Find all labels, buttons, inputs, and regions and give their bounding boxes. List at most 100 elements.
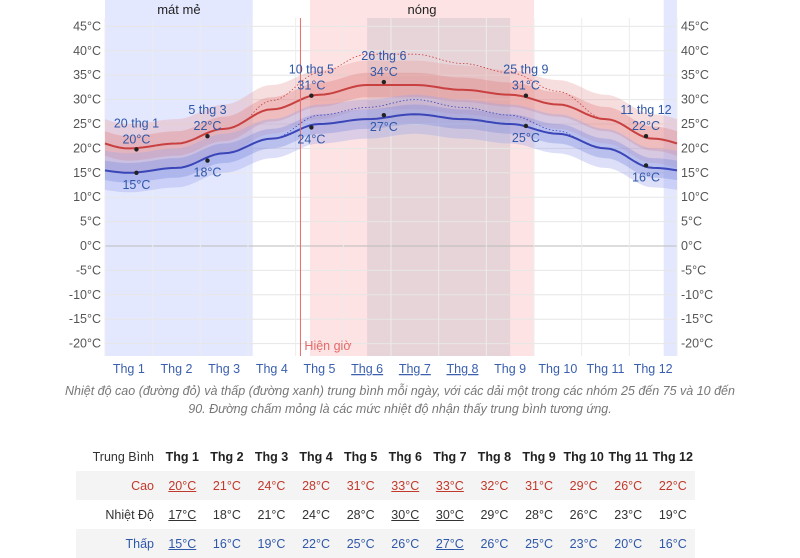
table-cell: 19°C [658, 507, 687, 522]
annotation-value: 22°C [194, 119, 222, 133]
x-tick-label: Thg 4 [256, 362, 288, 376]
y-tick-label-left: 30°C [73, 93, 101, 107]
y-tick-label-right: -20°C [681, 337, 713, 351]
y-tick-label-right: 25°C [681, 117, 709, 131]
y-tick-label-left: 40°C [73, 44, 101, 58]
x-tick-label: Thg 7 [399, 362, 431, 376]
table-month-header: Thg 5 [344, 449, 378, 464]
table-row: Nhiệt Độ 17°C 18°C 21°C 24°C 28°C 30°C 30°C 29°C… [76, 500, 696, 529]
now-marker-label: Hiện giờ [304, 339, 351, 353]
table-month-header: Thg 1 [165, 449, 199, 464]
annotation-dot [381, 113, 387, 118]
annotation-date: 11 thg 12 [620, 103, 671, 117]
table-cell: 22°C [302, 536, 331, 551]
annotation-value: 27°C [370, 120, 398, 134]
table-cell: 28°C [346, 507, 375, 522]
annotation-dot [205, 134, 210, 139]
season-label: mát mẻ [157, 2, 200, 17]
table-row-label: Cao [131, 478, 154, 493]
y-tick-label-left: -10°C [69, 288, 101, 302]
season-label: nóng [408, 2, 437, 17]
table-cell: 17°C [168, 507, 197, 522]
y-tick-label-left: 0°C [80, 239, 101, 253]
table-cell: 27°C [435, 536, 464, 551]
axis-labels: 45°C 45°C 40°C 40°C 35°C 35°C 30°C 30°C 25°C 25°C… [69, 19, 713, 376]
temperature-chart: mát mẻ nóng Hiện giờ 20 thg 1 20°C 15°C 5 th… [69, 0, 713, 376]
table-cell: 16°C [212, 536, 241, 551]
table-cell: 28°C [525, 507, 554, 522]
annotation-dot [523, 123, 529, 129]
table-month-header: Thg 8 [477, 449, 512, 464]
table-cell: 29°C [480, 507, 509, 522]
y-tick-label-right: 15°C [681, 166, 709, 180]
annotation-value: 34°C [370, 65, 398, 79]
y-tick-label-left: -5°C [76, 263, 101, 277]
table-cell: 25°C [346, 536, 375, 551]
table-month-header: Thg 6 [388, 449, 422, 464]
y-tick-label-left: 15°C [73, 166, 101, 180]
y-tick-label-left: -15°C [69, 312, 101, 326]
x-tick-label: Thg 12 [634, 362, 673, 376]
y-tick-label-right: 40°C [681, 44, 709, 58]
y-tick-label-right: 20°C [681, 141, 709, 155]
y-tick-label-right: 0°C [681, 239, 702, 253]
table-month-header: Thg 3 [254, 449, 289, 464]
annotation-value: 16°C [632, 170, 660, 184]
monthly-average-table: Trung Bình Thg 1 Thg 2 Thg 3 Thg 4 Thg 5 Thg 6… [76, 442, 696, 558]
x-tick-label: Thg 5 [304, 362, 336, 376]
season-band [663, 0, 677, 356]
y-tick-label-left: 25°C [73, 117, 101, 131]
table-header-row: Trung Bình Thg 1 Thg 2 Thg 3 Thg 4 Thg 5 Thg 6… [76, 442, 695, 471]
high-temperature-line [104, 84, 678, 150]
table-month-header: Thg 7 [433, 449, 467, 464]
table-row-label: Nhiệt Độ [105, 507, 154, 522]
table-cell: 25°C [525, 536, 554, 551]
table-cell: 22°C [658, 478, 687, 493]
table-cell: 31°C [525, 478, 554, 493]
y-tick-label-left: 5°C [80, 215, 101, 229]
table-cell: 30°C [391, 507, 420, 522]
temperature-lines: Hiện giờ [104, 18, 678, 356]
y-tick-label-left: 10°C [73, 190, 101, 204]
annotation-value: 20°C [122, 132, 150, 146]
table-month-header: Thg 4 [299, 449, 333, 464]
table-cell: 26°C [391, 536, 420, 551]
table-cell: 31°C [346, 478, 375, 493]
table-cell: 24°C [302, 507, 331, 522]
table-cell: 23°C [569, 536, 598, 551]
grid [104, 18, 678, 356]
y-tick-label-right: 30°C [681, 93, 709, 107]
table-cell: 29°C [569, 478, 598, 493]
annotation-value: 31°C [297, 79, 325, 93]
table-cell: 32°C [480, 478, 509, 493]
high-band-10-90 [105, 60, 677, 173]
percentile-bands [105, 60, 677, 193]
annotation-dot [643, 134, 649, 139]
table-cell: 30°C [435, 507, 464, 522]
table-cell: 18°C [212, 507, 241, 522]
x-tick-label: Thg 3 [208, 362, 240, 376]
table-cell: 23°C [614, 507, 643, 522]
table-cell: 33°C [435, 478, 464, 493]
high-band-25-75 [105, 72, 677, 161]
table-cell: 33°C [391, 478, 420, 493]
table-cell: 28°C [302, 478, 331, 493]
annotations: 20 thg 1 20°C 15°C 5 thg 3 22°C 18°C 10 thg 5 3… [114, 49, 672, 192]
table-month-header: Thg 11 [608, 449, 649, 464]
y-tick-label-right: 35°C [681, 68, 709, 82]
low-band-10-90 [105, 94, 677, 193]
table-row: Thấp 15°C 16°C 19°C 22°C 25°C 26°C 27°C 26°C 25°C… [76, 529, 696, 558]
table-cell: 21°C [212, 478, 241, 493]
annotation-value: 18°C [194, 166, 222, 180]
x-tick-label: Thg 2 [161, 362, 193, 376]
low-temperature-line [104, 113, 678, 174]
annotation-date: 10 thg 5 [289, 63, 334, 77]
table-cell: 21°C [257, 507, 286, 522]
annotation-date: 25 thg 9 [503, 63, 548, 77]
annotation-dot [643, 163, 649, 168]
table-cell: 15°C [168, 536, 197, 551]
y-tick-label-right: 5°C [681, 215, 702, 229]
annotation-date: 26 thg 6 [361, 49, 406, 63]
y-tick-label-left: -20°C [69, 337, 101, 351]
annotation-value: 31°C [512, 79, 540, 93]
